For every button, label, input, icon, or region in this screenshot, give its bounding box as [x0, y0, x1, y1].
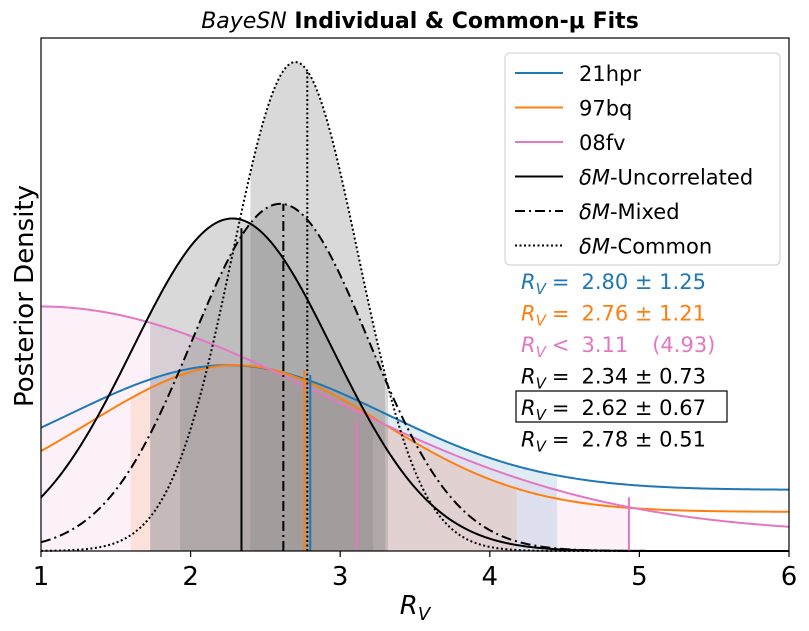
- legend-label-prefix: δM: [579, 200, 610, 224]
- rv-annotation: RV = 2.80 ± 1.25: [521, 270, 706, 298]
- rv-symbol: R: [521, 396, 536, 420]
- legend-label: 08fv: [579, 131, 626, 155]
- curve-s08fv: [40, 305, 790, 528]
- rv-symbol-sub: V: [536, 375, 548, 393]
- rv-symbol: R: [521, 302, 536, 326]
- legend-label-prefix: δM: [579, 166, 610, 190]
- rv-operator: =: [552, 365, 570, 389]
- shade-s08fv: [41, 306, 629, 551]
- rv-annotation: RV = 2.76 ± 1.21: [521, 302, 706, 330]
- y-axis-label: Posterior Density: [10, 185, 40, 407]
- title-bold: Individual & Common-μ Fits: [287, 9, 639, 34]
- legend-label: δM-Uncorrelated: [579, 166, 753, 190]
- legend-label: δM-Common: [579, 235, 712, 259]
- x-tick-label: 1: [33, 562, 50, 592]
- rv-annotation-box: [515, 390, 728, 423]
- rv-annotation-text: RV = 2.80 ± 1.25: [521, 270, 706, 298]
- legend-label-text: 08fv: [579, 131, 626, 155]
- legend-box: [504, 52, 781, 266]
- rv-symbol: R: [521, 333, 536, 357]
- rv-value: 3.11: [581, 333, 628, 357]
- shade-s97bq: [130, 365, 517, 551]
- rv-annotation: RV = 2.34 ± 0.73: [521, 365, 706, 393]
- rv-value: 2.76 ± 1.21: [581, 302, 705, 326]
- x-axis-label: RV: [400, 591, 432, 625]
- shade-com: [250, 62, 389, 551]
- x-tick-label: 6: [781, 562, 798, 592]
- legend-label-text: 21hpr: [579, 62, 641, 86]
- shade-s21hpr: [150, 365, 558, 551]
- x-axis: 1 2 3 4 5 6: [33, 551, 798, 592]
- x-axis-label-sub: V: [418, 604, 432, 625]
- plot-frame: [40, 37, 790, 552]
- rv-symbol: R: [521, 365, 536, 389]
- rv-symbol-sub: V: [536, 406, 548, 424]
- title-italic: BayeSN: [201, 9, 287, 34]
- shade-mix: [180, 203, 386, 551]
- legend: 21hpr97bq08fvδM-UncorrelatedδM-MixedδM-C…: [504, 52, 781, 266]
- x-tick-label: 2: [182, 562, 199, 592]
- rv-operator: =: [552, 396, 570, 420]
- rv-annotation-text: RV <3.11 (4.93): [521, 333, 715, 361]
- x-tick-label: 5: [631, 562, 648, 592]
- legend-label-prefix: δM: [579, 235, 610, 259]
- shade-unc: [150, 218, 374, 552]
- legend-label-text: -Common: [610, 235, 712, 259]
- legend-label-text: 97bq: [579, 97, 632, 121]
- rv-value: 2.34 ± 0.73: [581, 365, 705, 389]
- rv-annotation: RV = 2.62 ± 0.67: [515, 390, 728, 424]
- rv-extra: (4.93): [652, 333, 715, 357]
- rv-symbol-sub: V: [536, 280, 548, 298]
- rv-operator: =: [552, 270, 570, 294]
- legend-label: 21hpr: [579, 62, 641, 86]
- rv-annotation-text: RV = 2.62 ± 0.67: [521, 396, 706, 424]
- legend-label: δM-Mixed: [579, 200, 680, 224]
- rv-operator: =: [552, 302, 570, 326]
- rv-value: 2.78 ± 0.51: [581, 428, 705, 452]
- x-axis-label-main: R: [400, 591, 418, 621]
- legend-label-text: -Uncorrelated: [610, 166, 753, 190]
- rv-operator: <: [552, 333, 570, 357]
- rv-annotation-text: RV = 2.78 ± 0.51: [521, 428, 706, 456]
- x-tick-label: 3: [332, 562, 349, 592]
- chart-title: BayeSN Individual & Common-μ Fits: [201, 9, 639, 34]
- rv-annotation-text: RV = 2.34 ± 0.73: [521, 365, 706, 393]
- rv-symbol-sub: V: [536, 343, 548, 361]
- rv-symbol-sub: V: [536, 438, 548, 456]
- rv-symbol: R: [521, 270, 536, 294]
- rv-annotation: RV = 2.78 ± 0.51: [521, 428, 706, 456]
- rv-value: 2.62 ± 0.67: [581, 396, 705, 420]
- legend-label: 97bq: [579, 97, 632, 121]
- rv-value: 2.80 ± 1.25: [581, 270, 705, 294]
- rv-symbol: R: [521, 428, 536, 452]
- x-tick-label: 4: [482, 562, 499, 592]
- rv-annotation: RV <3.11 (4.93): [521, 333, 715, 361]
- rv-operator: =: [552, 428, 570, 452]
- legend-label-text: -Mixed: [610, 200, 680, 224]
- rv-symbol-sub: V: [536, 312, 548, 330]
- curve-s21hpr: [40, 364, 790, 491]
- rv-annotation-text: RV = 2.76 ± 1.21: [521, 302, 706, 330]
